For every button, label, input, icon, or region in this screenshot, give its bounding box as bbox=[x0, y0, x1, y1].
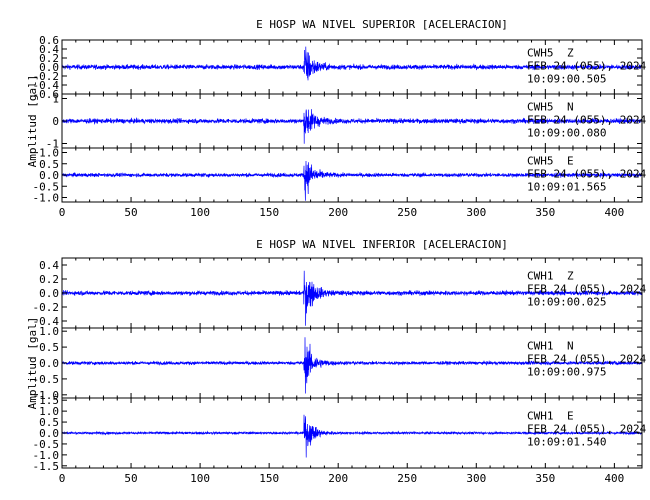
station-label: CWH1 bbox=[527, 340, 554, 353]
component-label: N bbox=[567, 340, 574, 353]
date-label: FEB 24 (055), 2024 bbox=[527, 114, 647, 127]
y-tick-label: 0.2 bbox=[39, 52, 59, 65]
x-tick-label: 0 bbox=[59, 472, 66, 485]
component-label: Z bbox=[567, 47, 574, 60]
y-axis-label: Amplitud [gal] bbox=[26, 75, 39, 168]
y-tick-label: -0.5 bbox=[33, 373, 60, 386]
station-label: CWH1 bbox=[527, 270, 554, 283]
y-tick-label: 0.0 bbox=[39, 61, 59, 74]
y-tick-label: 1 bbox=[52, 93, 59, 106]
chart-title: E HOSP WA NIVEL SUPERIOR [ACELERACION] bbox=[256, 18, 508, 31]
date-label: FEB 24 (055), 2024 bbox=[527, 423, 647, 436]
x-tick-label: 250 bbox=[397, 472, 417, 485]
x-tick-label: 150 bbox=[259, 472, 279, 485]
component-label: E bbox=[567, 155, 574, 168]
x-tick-label: 350 bbox=[535, 472, 555, 485]
y-tick-label: 0.0 bbox=[39, 357, 59, 370]
x-tick-label: 250 bbox=[397, 206, 417, 219]
station-label: CWH5 bbox=[527, 101, 554, 114]
y-tick-label: 0.2 bbox=[39, 273, 59, 286]
date-label: FEB 24 (055), 2024 bbox=[527, 168, 647, 181]
y-tick-label: 0.4 bbox=[39, 259, 59, 272]
y-tick-label: -0.2 bbox=[33, 301, 60, 314]
y-tick-label: -1.0 bbox=[33, 449, 60, 462]
y-tick-label: -0.5 bbox=[33, 180, 60, 193]
trace-cwh5-e bbox=[61, 160, 643, 201]
trace-cwh1-e bbox=[61, 414, 643, 458]
x-tick-label: 300 bbox=[466, 472, 486, 485]
component-label: Z bbox=[567, 270, 574, 283]
x-tick-label: 400 bbox=[604, 472, 624, 485]
station-label: CWH5 bbox=[527, 155, 554, 168]
traces-layer bbox=[61, 46, 643, 458]
y-tick-label: -0.2 bbox=[33, 70, 60, 83]
time-label: 10:09:00.025 bbox=[527, 296, 606, 309]
date-label: FEB 24 (055), 2024 bbox=[527, 353, 647, 366]
y-tick-label: 1.0 bbox=[39, 325, 59, 338]
y-tick-label: 1.0 bbox=[39, 405, 59, 418]
trace-cwh5-z bbox=[61, 46, 643, 81]
y-tick-label: 0.0 bbox=[39, 169, 59, 182]
y-tick-label: 0.5 bbox=[39, 341, 59, 354]
axes-layer bbox=[61, 39, 643, 469]
y-tick-label: -1.0 bbox=[33, 389, 60, 402]
station-label: CWH5 bbox=[527, 47, 554, 60]
y-tick-label: 1.5 bbox=[39, 394, 59, 407]
trace-cwh1-z bbox=[61, 270, 643, 326]
time-label: 10:09:00.975 bbox=[527, 366, 606, 379]
y-tick-label: 1.0 bbox=[39, 147, 59, 160]
time-label: 10:09:01.540 bbox=[527, 436, 606, 449]
y-tick-label: 0.5 bbox=[39, 416, 59, 429]
y-tick-label: -0.6 bbox=[33, 88, 60, 101]
y-tick-label: 0.0 bbox=[39, 427, 59, 440]
date-label: FEB 24 (055), 2024 bbox=[527, 283, 647, 296]
date-label: FEB 24 (055), 2024 bbox=[527, 60, 647, 73]
y-tick-label: 0.4 bbox=[39, 43, 59, 56]
time-label: 10:09:00.505 bbox=[527, 73, 606, 86]
y-tick-label: 0.6 bbox=[39, 34, 59, 47]
x-tick-label: 350 bbox=[535, 206, 555, 219]
trace-cwh5-n bbox=[61, 109, 643, 144]
y-tick-label: -0.4 bbox=[33, 315, 60, 328]
y-tick-label: -1.5 bbox=[33, 460, 60, 473]
x-tick-label: 300 bbox=[466, 206, 486, 219]
y-tick-label: -0.4 bbox=[33, 79, 60, 92]
y-tick-label: 0 bbox=[52, 115, 59, 128]
y-tick-label: -1 bbox=[46, 138, 59, 151]
x-tick-label: 150 bbox=[259, 206, 279, 219]
x-tick-label: 200 bbox=[328, 472, 348, 485]
component-label: N bbox=[567, 101, 574, 114]
component-label: E bbox=[567, 410, 574, 423]
x-tick-label: 100 bbox=[190, 206, 210, 219]
x-tick-label: 400 bbox=[604, 206, 624, 219]
x-tick-label: 50 bbox=[124, 472, 137, 485]
time-label: 10:09:00.080 bbox=[527, 127, 606, 140]
x-tick-label: 200 bbox=[328, 206, 348, 219]
y-tick-label: -0.5 bbox=[33, 438, 60, 451]
y-tick-label: 0.0 bbox=[39, 287, 59, 300]
y-tick-label: 0.5 bbox=[39, 158, 59, 171]
x-tick-label: 0 bbox=[59, 206, 66, 219]
trace-cwh1-n bbox=[61, 337, 643, 394]
y-axis-label: Amplitud [gal] bbox=[26, 317, 39, 410]
x-tick-label: 50 bbox=[124, 206, 137, 219]
time-label: 10:09:01.565 bbox=[527, 181, 606, 194]
text-layer: E HOSP WA NIVEL SUPERIOR [ACELERACION] Am… bbox=[26, 18, 647, 485]
station-label: CWH1 bbox=[527, 410, 554, 423]
chart-title: E HOSP WA NIVEL INFERIOR [ACELERACION] bbox=[256, 238, 508, 251]
x-tick-label: 100 bbox=[190, 472, 210, 485]
y-tick-label: -1.0 bbox=[33, 192, 60, 205]
